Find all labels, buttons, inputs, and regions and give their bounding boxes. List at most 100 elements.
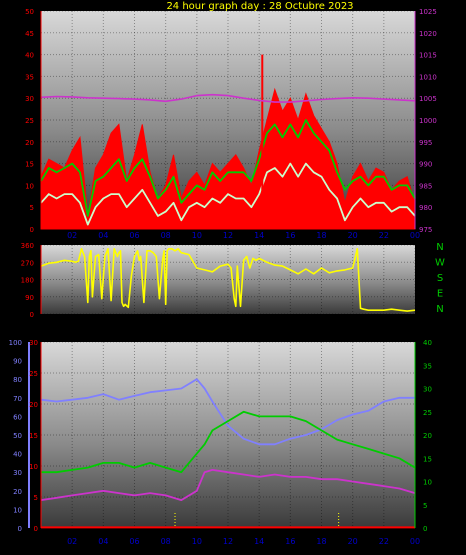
compass-label: E <box>437 289 443 300</box>
time-tick-label: 20 <box>348 537 358 546</box>
time-tick-label: 14 <box>254 537 264 546</box>
pressure-tick-label: 1000 <box>419 117 437 125</box>
wind-tick-label: 40 <box>25 52 34 60</box>
time-tick-label: 08 <box>161 537 171 546</box>
humidity-tick-label: 10 <box>13 506 22 514</box>
direction-tick-label: 360 <box>21 242 34 250</box>
temperature-tick-label: 15 <box>423 455 432 463</box>
wind-pressure-chart: 0510152025303540455097598098599099510001… <box>25 8 437 240</box>
pressure-tick-label: 980 <box>419 204 432 212</box>
time-tick-label: 12 <box>223 231 233 240</box>
humidity-tick-label: 70 <box>13 395 22 403</box>
humidity-tick-label: 60 <box>13 413 22 421</box>
humidity-tick-label: 40 <box>13 451 22 459</box>
time-tick-label: 00 <box>410 231 420 240</box>
humidity-tick-label: 80 <box>13 376 22 384</box>
temperature-tick-label: 40 <box>423 339 432 347</box>
wind-tick-label: 30 <box>25 95 34 103</box>
time-tick-label: 22 <box>379 537 389 546</box>
pressure-tick-label: 985 <box>419 182 432 190</box>
compass-label: N <box>436 304 443 315</box>
wind-tick-label: 25 <box>25 117 34 125</box>
time-tick-label: 18 <box>316 537 326 546</box>
wind-tick-label: 35 <box>25 73 34 81</box>
direction-tick-label: 90 <box>25 294 34 302</box>
pressure-tick-label: 1005 <box>419 95 437 103</box>
wind-direction-series <box>40 248 416 312</box>
wind-tick-label: 20 <box>25 139 34 147</box>
rain-tick-label: 5 <box>34 494 38 502</box>
pressure-tick-label: 1020 <box>419 30 437 38</box>
rain-tick-label: 0 <box>34 525 38 533</box>
wind-direction-gridlines <box>41 244 416 315</box>
rain-tick-label: 10 <box>29 463 38 471</box>
time-tick-label: 02 <box>67 537 77 546</box>
time-tick-label: 10 <box>192 231 202 240</box>
wind-tick-label: 10 <box>25 182 34 190</box>
wind_avg-series-line <box>40 162 416 226</box>
wind-series-area <box>40 87 416 230</box>
humidity-tick-label: 0 <box>18 525 22 533</box>
dewpoint-series-line <box>40 469 416 501</box>
temperature-humidity-tick-labels: 0 10 20 30 40 50 60 70 80 90 10 00 5 10 15 20 25 30 0 5 10 15… <box>9 339 432 546</box>
time-tick-label: 04 <box>98 231 108 240</box>
temperature-humidity-chart: 0 10 20 30 40 50 60 70 80 90 10 00 5 10 15 20 25 30 0 5 10 15… <box>9 339 432 546</box>
time-tick-label: 14 <box>254 231 264 240</box>
gust-series-line <box>40 119 416 217</box>
temperature-tick-label: 5 <box>423 502 427 510</box>
wind-tick-label: 15 <box>25 161 34 169</box>
wind-tick-label: 0 <box>30 226 34 234</box>
time-tick-label: 02 <box>67 231 77 240</box>
pressure-tick-label: 1025 <box>419 8 437 16</box>
wind-tick-label: 5 <box>30 204 34 212</box>
temperature-humidity-series <box>40 378 416 529</box>
humidity-tick-label: 50 <box>13 432 22 440</box>
time-tick-label: 08 <box>161 231 171 240</box>
time-tick-label: 10 <box>192 537 202 546</box>
wind-tick-label: 50 <box>25 8 34 16</box>
time-tick-label: 16 <box>285 537 295 546</box>
compass-label: S <box>437 273 443 284</box>
temperature-humidity-plot-area <box>41 342 415 528</box>
direction-tick-label: 0 <box>30 311 34 319</box>
time-tick-label: 22 <box>379 231 389 240</box>
time-tick-label: 06 <box>129 537 139 546</box>
pressure-tick-label: 995 <box>419 139 432 147</box>
rain-tick-label: 20 <box>29 401 38 409</box>
time-tick-label: 00 <box>410 537 420 546</box>
time-tick-label: 04 <box>98 537 108 546</box>
temperature-series-line <box>41 410 416 474</box>
humidity-series-line <box>40 378 415 446</box>
direction-tick-label: 180 <box>21 277 34 285</box>
compass-label: N <box>436 242 443 253</box>
humidity-tick-label: 20 <box>13 488 22 496</box>
time-tick-label: 20 <box>348 231 358 240</box>
humidity-tick-label: 90 <box>13 358 22 366</box>
time-tick-label: 06 <box>129 231 139 240</box>
temperature-tick-label: 35 <box>423 362 432 370</box>
compass-label: W <box>435 258 445 269</box>
wind-tick-label: 45 <box>25 30 34 38</box>
pressure-series-line <box>40 93 416 103</box>
direction-tick-label: 270 <box>21 259 34 267</box>
rain-tick-label: 15 <box>29 432 38 440</box>
wind-pressure-series <box>40 54 416 230</box>
temperature-tick-label: 10 <box>423 479 432 487</box>
temperature-tick-label: 30 <box>423 386 432 394</box>
humidity-tick-label: 30 <box>13 469 22 477</box>
time-tick-label: 16 <box>285 231 295 240</box>
wind-pressure-tick-labels: 0510152025303540455097598098599099510001… <box>25 8 437 240</box>
pressure-tick-label: 990 <box>419 161 432 169</box>
time-tick-label: 18 <box>316 231 326 240</box>
pressure-tick-label: 975 <box>419 226 432 234</box>
temperature-tick-label: 25 <box>423 409 432 417</box>
temperature-tick-label: 20 <box>423 432 432 440</box>
temperature-tick-label: 0 <box>423 525 427 533</box>
rain-tick-label: 30 <box>29 339 38 347</box>
rain-tick-label: 25 <box>29 370 38 378</box>
chart-title: 24 hour graph day : 28 Octubre 2023 <box>166 1 353 12</box>
direction-series-line <box>40 248 416 312</box>
